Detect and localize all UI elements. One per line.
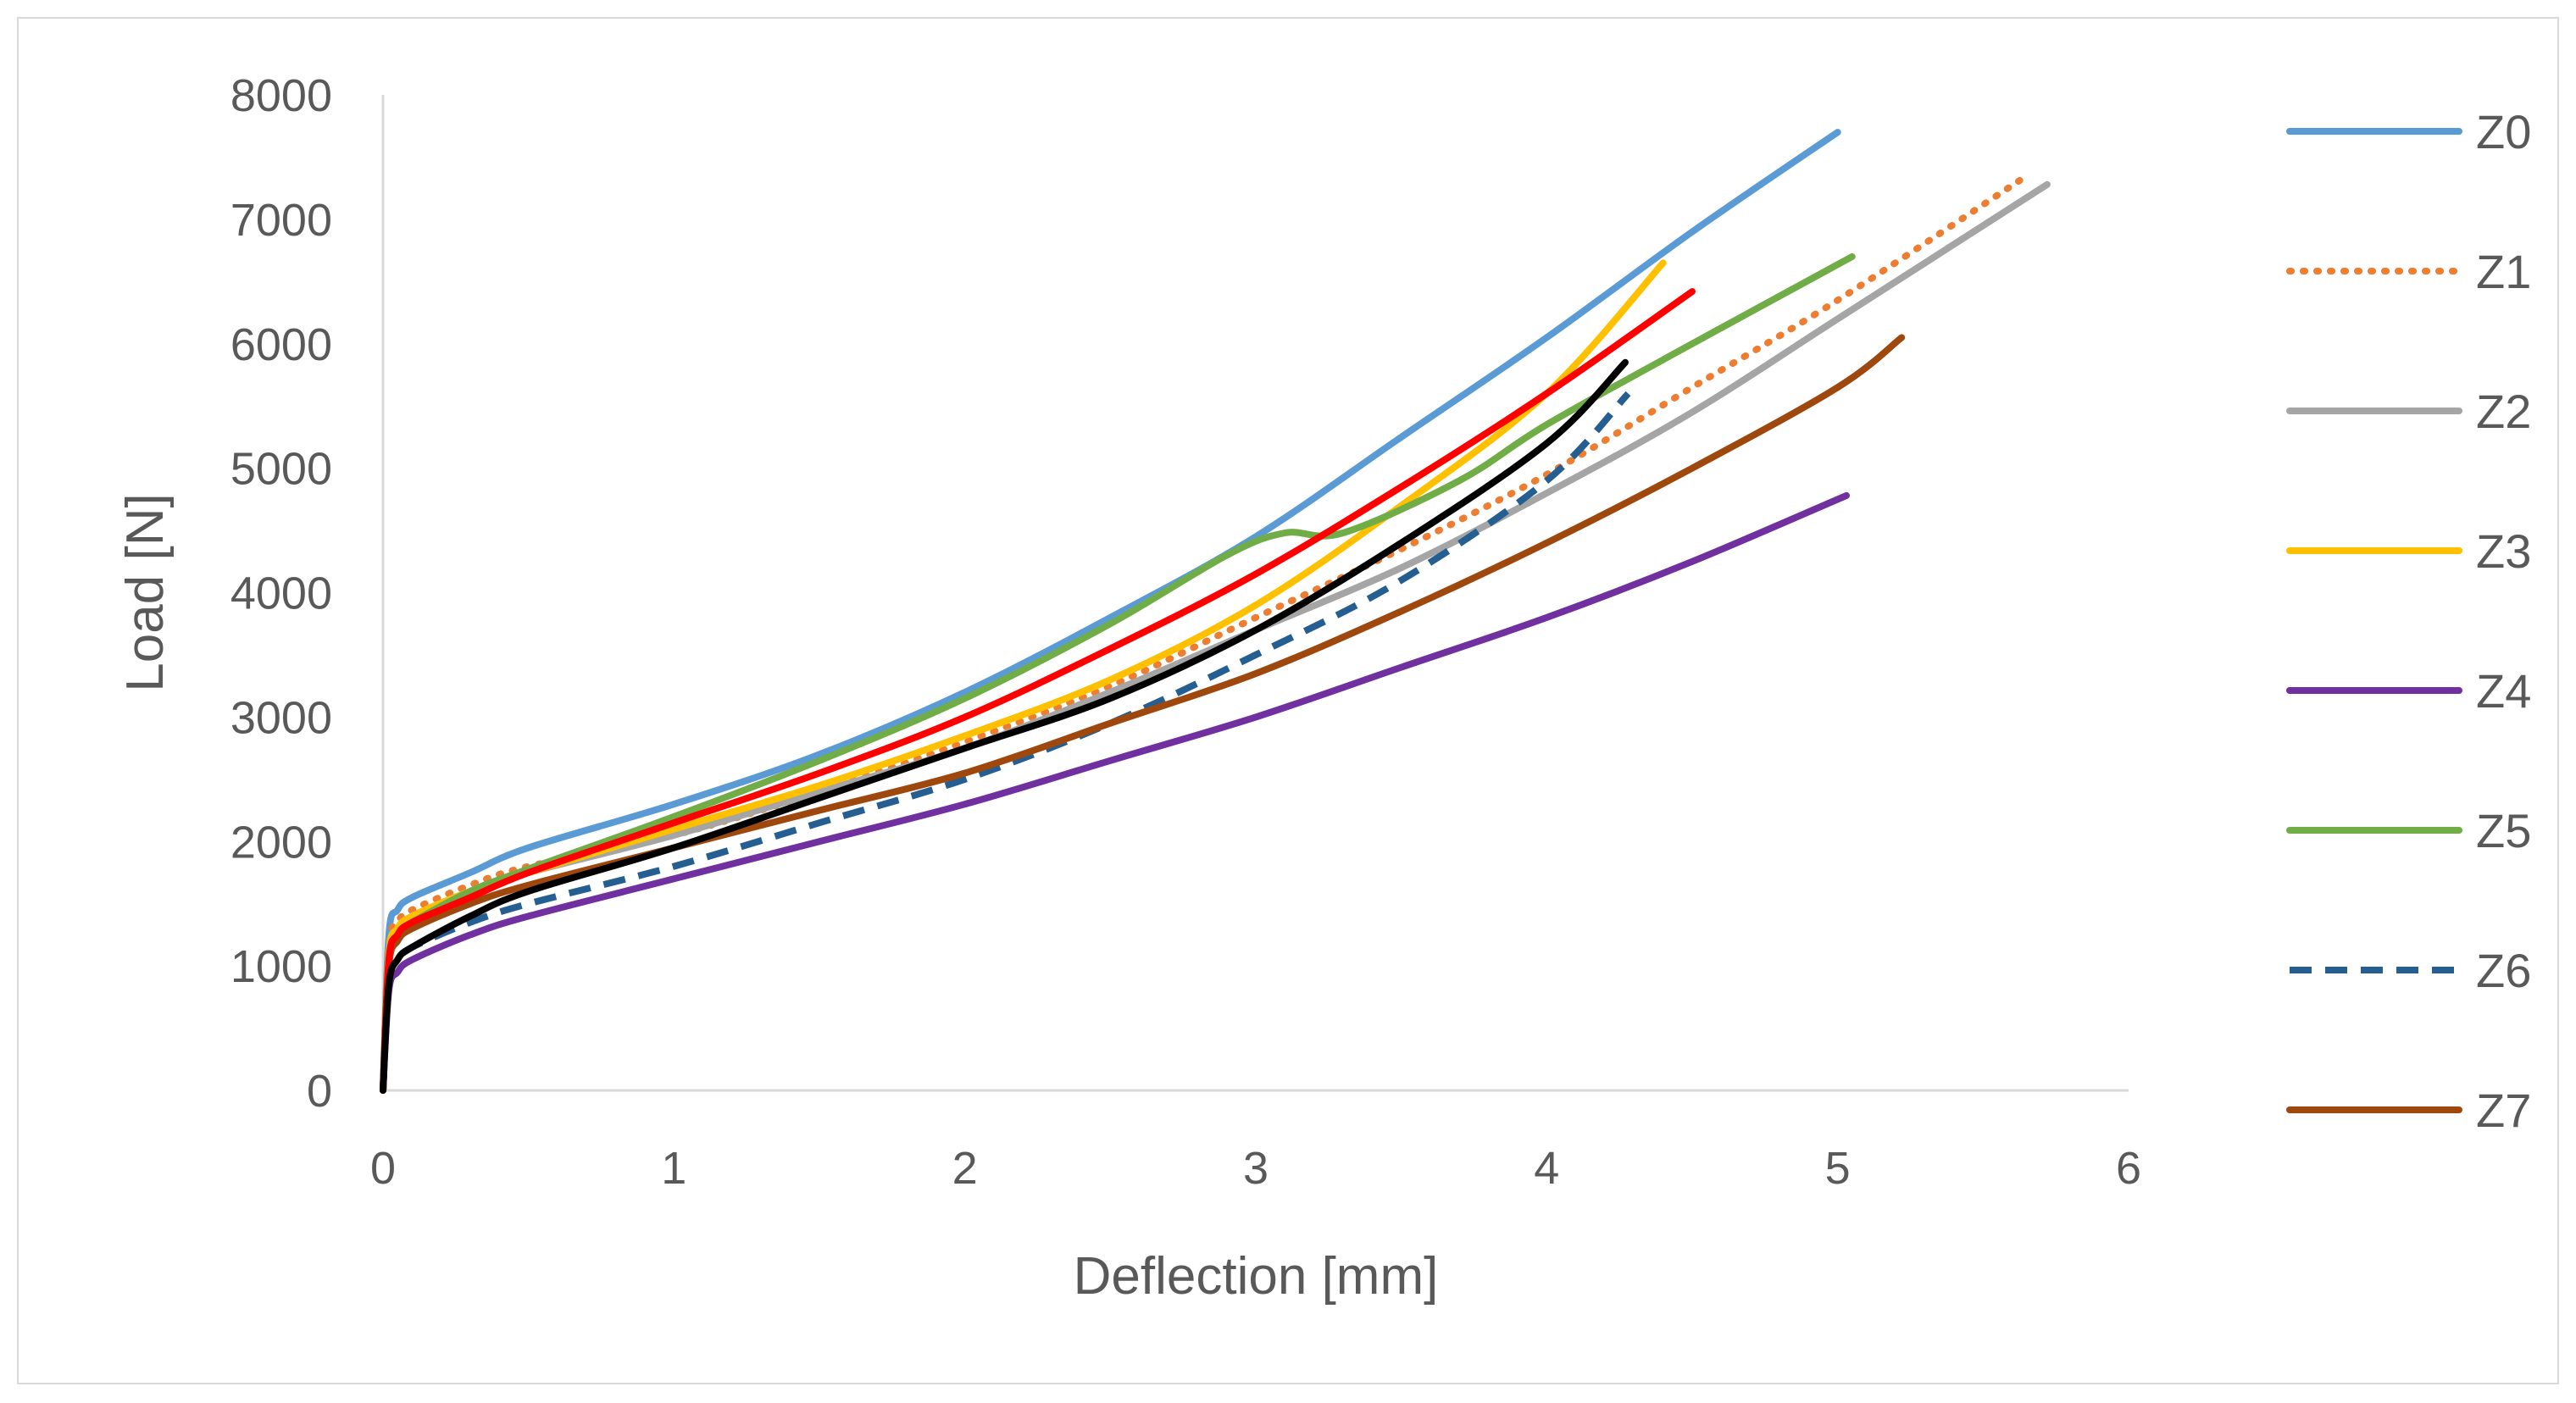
series-line-unlabeled-8 — [380, 288, 1696, 1094]
y-tick-label: 2000 — [230, 817, 332, 868]
y-tick-label: 7000 — [230, 195, 332, 246]
y-tick-label: 3000 — [230, 692, 332, 743]
y-tick-label: 5000 — [230, 444, 332, 495]
y-tick-label: 8000 — [230, 70, 332, 121]
legend-label-z0: Z0 — [2476, 105, 2531, 158]
line-chart: 0 1 2 3 4 5 6 0 1000 2000 3000 4000 5000 6000 7000 8000… — [116, 70, 2531, 1306]
series-line-z7 — [380, 334, 1906, 1094]
series-line-z1 — [380, 172, 2030, 1094]
series-line-z3 — [380, 259, 1667, 1094]
y-tick-label: 1000 — [230, 941, 332, 992]
legend: Z0 Z1 Z2 Z3 Z4 Z5 Z6 Z7 — [2286, 105, 2531, 1137]
legend-label-z3: Z3 — [2476, 524, 2531, 578]
x-tick-label: 2 — [952, 1143, 978, 1194]
legend-label-z6: Z6 — [2476, 944, 2531, 997]
series-line-unlabeled-9 — [380, 358, 1629, 1094]
x-tick-label: 3 — [1243, 1143, 1269, 1194]
chart-frame: 0 1 2 3 4 5 6 0 1000 2000 3000 4000 5000 6000 7000 8000… — [17, 17, 2559, 1384]
x-tick-label: 0 — [370, 1143, 396, 1194]
y-tick-label: 0 — [307, 1066, 332, 1117]
y-tick-label: 4000 — [230, 568, 332, 619]
series-group — [380, 129, 2051, 1094]
legend-label-z5: Z5 — [2476, 804, 2531, 857]
tick-labels: 0 1 2 3 4 5 6 0 1000 2000 3000 4000 5000 6000 7000 8000 — [230, 70, 2141, 1194]
series-line-z0 — [380, 129, 1841, 1094]
series-line-z6 — [380, 391, 1631, 1091]
series-line-z4 — [380, 491, 1850, 1094]
x-tick-label: 6 — [2116, 1143, 2141, 1194]
x-tick-label: 1 — [661, 1143, 686, 1194]
legend-label-z2: Z2 — [2476, 385, 2531, 438]
legend-label-z1: Z1 — [2476, 245, 2531, 298]
x-tick-label: 5 — [1825, 1143, 1851, 1194]
axes — [381, 95, 2129, 1092]
legend-label-z4: Z4 — [2476, 664, 2531, 718]
x-axis-title: Deflection [mm] — [1074, 1247, 1439, 1306]
y-tick-label: 6000 — [230, 319, 332, 370]
y-axis-title: Load [N] — [116, 493, 175, 691]
x-tick-label: 4 — [1534, 1143, 1559, 1194]
legend-label-z7: Z7 — [2476, 1084, 2531, 1137]
